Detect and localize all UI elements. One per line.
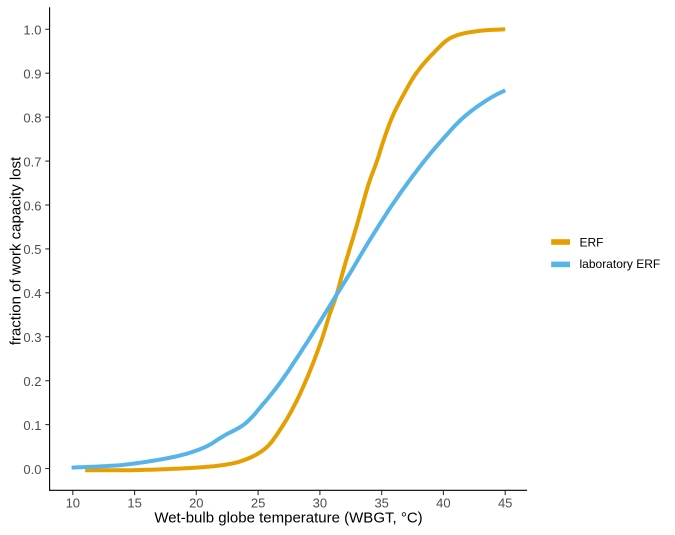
svg-text:0.5: 0.5	[23, 242, 41, 257]
svg-text:1.0: 1.0	[23, 23, 41, 38]
svg-text:10: 10	[66, 496, 80, 511]
svg-text:15: 15	[127, 496, 141, 511]
svg-text:0.6: 0.6	[23, 198, 41, 213]
svg-text:45: 45	[498, 496, 512, 511]
svg-text:0.2: 0.2	[23, 374, 41, 389]
svg-text:laboratory ERF: laboratory ERF	[580, 257, 661, 271]
svg-text:40: 40	[436, 496, 450, 511]
svg-text:0.3: 0.3	[23, 330, 41, 345]
svg-text:0.1: 0.1	[23, 418, 41, 433]
svg-text:35: 35	[374, 496, 388, 511]
svg-text:0.0: 0.0	[23, 462, 41, 477]
svg-text:0.9: 0.9	[23, 67, 41, 82]
svg-text:0.7: 0.7	[23, 154, 41, 169]
svg-text:25: 25	[251, 496, 265, 511]
svg-text:fraction of work capacity lost: fraction of work capacity lost	[7, 156, 24, 345]
svg-text:ERF: ERF	[580, 236, 604, 250]
svg-text:30: 30	[313, 496, 327, 511]
svg-text:0.4: 0.4	[23, 286, 41, 301]
svg-text:Wet-bulb globe temperature (WB: Wet-bulb globe temperature (WBGT, °C)	[154, 510, 422, 527]
svg-text:0.8: 0.8	[23, 110, 41, 125]
svg-text:20: 20	[189, 496, 203, 511]
